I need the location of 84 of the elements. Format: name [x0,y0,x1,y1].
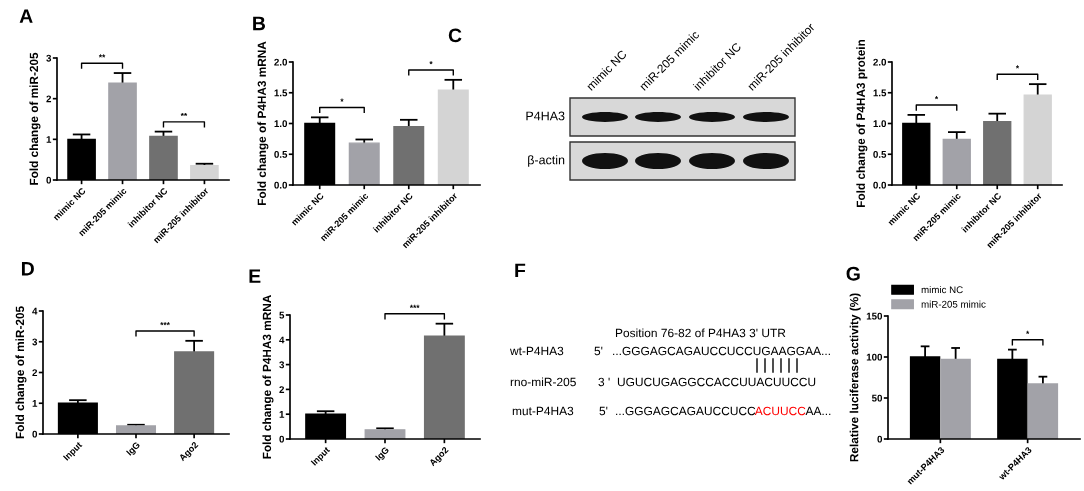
x-tick-label: IgG [125,441,142,458]
y-tick-label: 50 [871,394,883,402]
bar [942,138,971,185]
y-tick-label: 2.0 [873,58,887,66]
y-tick-label: 2 [46,95,52,103]
y-tick-label: 4 [279,336,285,344]
text: wt-P4HA3 [509,346,564,356]
annotation: * [1015,65,1020,69]
bar [437,89,469,185]
chart-title: D [21,262,34,276]
y-axis-title: Fold change of P4HA3 mRNA [257,41,269,206]
bar [190,165,219,180]
y-tick-label: 1.5 [274,89,288,97]
y-tick-label: 0.0 [274,181,288,189]
y-tick-label: 150 [866,312,883,320]
legend-label: miR-205 mimic [921,300,986,308]
bar [174,351,215,434]
bar [108,82,137,180]
text: 5' [594,346,603,356]
y-tick-label: 0 [877,435,883,443]
text: ** [98,54,106,58]
text: *** [409,304,420,308]
y-tick-label: 1.5 [873,89,887,97]
bar [364,429,406,439]
text: mut-P4HA3 [512,406,574,416]
chart-title: A [19,9,33,23]
bar [348,142,380,185]
annotation: * [429,61,433,65]
text: 3 ' [598,377,610,387]
text: rno-miR-205 [510,377,576,387]
text: ACUUCC [754,406,806,416]
bar [1023,94,1052,185]
text: Position 76-82 of P4HA3 3' UTR [615,328,786,338]
bar [393,125,425,185]
y-tick-label: 0 [46,176,52,184]
y-axis-title: Relative luciferase activity (%) [849,293,861,462]
y-axis-title: Fold change of miR-205 [15,306,27,439]
y-tick-label: 0 [279,435,285,443]
y-tick-label: 1.0 [274,120,288,128]
category-label: β-actin [528,155,565,167]
annotation: * [1026,330,1030,334]
text: C [448,28,462,43]
y-tick-label: 3 [32,338,38,346]
legend-label: mimic NC [921,286,963,294]
chart-title: E [249,269,261,283]
annotation: * [934,96,939,100]
category-label: P4HA3 [526,111,565,121]
text: UGUCUGAGGCCACCUUACUUCCU [617,377,816,387]
text: ...GGGAGCAGAUCCUCCUGAAGGAA... [613,346,830,356]
text: F [515,263,526,278]
x-tick-label: IgG [374,446,391,463]
y-tick-label: 1 [32,400,38,407]
y-tick-label: 100 [866,353,883,361]
annotation: ** [180,112,188,117]
y-axis-title: Fold change of miR-205 [29,52,41,185]
annotation: *** [160,322,170,326]
y-tick-label: 0.5 [873,150,887,158]
bar [149,135,178,180]
y-tick-label: 2.0 [274,58,288,66]
text: 5' [599,406,608,416]
chart-title: G [846,266,860,281]
bar [1027,383,1059,439]
bar [983,120,1012,185]
y-tick-label: 1 [46,136,52,143]
y-tick-label: 1 [279,411,285,418]
y-tick-label: 3 [279,361,285,369]
y-tick-label: 2 [32,369,38,377]
y-tick-label: 5 [279,311,285,319]
annotation: * [340,98,344,102]
y-tick-label: 2 [279,386,285,393]
text: AA... [805,406,831,416]
y-tick-label: 1.0 [873,120,887,128]
chart-title: B [253,16,266,31]
y-tick-label: 4 [32,307,38,315]
y-tick-label: 0 [32,430,38,438]
y-tick-label: 3 [46,54,52,62]
y-axis-title: Fold change of P4HA3 mRNA [262,294,274,459]
bar [940,358,971,439]
bar [423,335,465,439]
text: ...GGGAGCAGAUCCUCC [616,406,756,416]
y-tick-label: 0.0 [873,181,887,189]
y-tick-label: 0.5 [274,150,288,158]
y-axis-title: Fold change of P4HA3 protein [856,39,868,207]
bar [115,425,157,434]
